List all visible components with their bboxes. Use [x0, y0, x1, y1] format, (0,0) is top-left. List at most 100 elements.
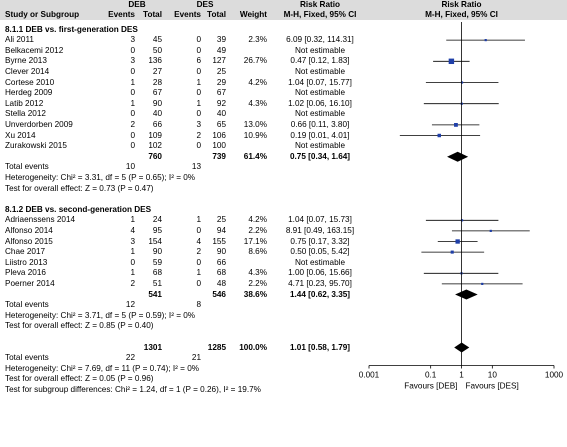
study-total2: 92 — [216, 98, 226, 108]
study-square — [450, 250, 454, 254]
study-name: Chae 2017 — [5, 247, 46, 257]
study-total2: 49 — [216, 45, 226, 55]
study-total1: 760 — [148, 151, 162, 161]
study-events2: 3 — [196, 119, 201, 129]
study-rr: Not estimable — [294, 45, 346, 55]
study-rr: 0.19 [0.01, 4.01] — [290, 130, 350, 140]
study-rr: Not estimable — [294, 257, 346, 267]
study-events2: 4 — [196, 236, 201, 246]
study-total2: 48 — [216, 278, 226, 288]
study-weight: 4.3% — [248, 98, 267, 108]
total-events1: 22 — [125, 353, 135, 363]
total-events1: 10 — [125, 162, 135, 172]
study-events1: 2 — [130, 278, 135, 288]
header-events2: Events — [174, 10, 201, 19]
study-rr: 1.01 [0.58, 1.79] — [289, 342, 351, 352]
study-events1: 2 — [130, 119, 135, 129]
study-square — [437, 133, 441, 138]
study-rr: 6.09 [0.32, 114.31] — [286, 35, 354, 45]
study-events1: 1 — [130, 215, 135, 225]
study-total1: 27 — [152, 66, 162, 76]
study-weight: 26.7% — [243, 56, 267, 66]
favours-right-label: Favours [DES] — [466, 382, 519, 391]
subgroup-title: 8.1.2 DEB vs. second-generation DES — [5, 204, 152, 214]
study-name: Pleva 2016 — [5, 268, 46, 278]
x-tick-label: 0.1 — [425, 371, 437, 380]
study-total1: 28 — [152, 77, 162, 87]
total-events-label: Total events — [5, 162, 49, 172]
study-events1: 4 — [130, 225, 135, 235]
study-events2: 0 — [196, 109, 201, 119]
header-group1: DEB — [128, 0, 146, 9]
study-name: Cortese 2010 — [5, 77, 55, 87]
study-rr: 1.02 [0.06, 16.10] — [288, 98, 352, 108]
study-weight: 4.2% — [248, 215, 267, 225]
study-rr: 1.04 [0.07, 15.77] — [288, 77, 352, 87]
x-tick-label: 10 — [488, 371, 498, 380]
study-square — [481, 282, 484, 285]
subgroup-differences: Test for subgroup differences: Chi² = 1.… — [5, 384, 261, 394]
header-plot-method: M-H, Fixed, 95% CI — [425, 10, 498, 19]
study-total2: 155 — [212, 236, 226, 246]
study-weight: 38.6% — [243, 289, 267, 299]
study-events1: 1 — [130, 268, 135, 278]
study-events1: 0 — [130, 45, 135, 55]
study-total2: 739 — [212, 151, 226, 161]
study-weight: 2.3% — [248, 35, 267, 45]
heterogeneity: Heterogeneity: Chi² = 7.69, df = 11 (P =… — [5, 363, 200, 373]
study-events2: 0 — [196, 66, 201, 76]
subgroup-title: 8.1.1 DEB vs. first-generation DES — [5, 24, 138, 34]
study-events2: 0 — [196, 141, 201, 151]
total-events1: 12 — [125, 300, 135, 310]
overall-effect: Test for overall effect: Z = 0.73 (P = 0… — [5, 183, 154, 193]
header-plot-title: Risk Ratio — [441, 0, 482, 9]
study-rr: Not estimable — [294, 88, 346, 98]
study-total1: 24 — [152, 215, 162, 225]
study-rr: 0.75 [0.34, 1.64] — [289, 151, 351, 161]
study-events2: 0 — [196, 35, 201, 45]
heterogeneity: Heterogeneity: Chi² = 3.71, df = 5 (P = … — [5, 310, 196, 320]
study-total1: 154 — [148, 236, 162, 246]
study-rr: 0.47 [0.12, 1.83] — [290, 56, 350, 66]
study-name: Poerner 2014 — [5, 278, 55, 288]
study-square — [460, 219, 464, 222]
study-weight: 2.2% — [248, 225, 267, 235]
study-total2: 25 — [216, 66, 226, 76]
study-events1: 0 — [130, 88, 135, 98]
study-rr: Not estimable — [294, 109, 346, 119]
total-events-label: Total events — [5, 300, 49, 310]
study-events1: 0 — [130, 141, 135, 151]
study-total2: 546 — [212, 289, 226, 299]
study-total1: 67 — [152, 88, 162, 98]
study-events1: 0 — [130, 257, 135, 267]
study-weight: 10.9% — [243, 130, 267, 140]
table-header-band — [0, 0, 567, 20]
study-square — [484, 39, 487, 42]
study-events2: 0 — [196, 225, 201, 235]
study-name: Adriaenssens 2014 — [5, 215, 76, 225]
study-name: Belkacemi 2012 — [5, 45, 64, 55]
favours-left-label: Favours [DEB] — [404, 382, 457, 391]
total-events2: 21 — [191, 353, 201, 363]
study-events2: 1 — [196, 268, 201, 278]
pooled-diamond — [447, 151, 469, 162]
study-events2: 1 — [196, 98, 201, 108]
study-square — [489, 229, 492, 232]
study-total2: 39 — [216, 35, 226, 45]
study-name: Byrne 2013 — [5, 56, 47, 66]
study-events2: 0 — [196, 88, 201, 98]
study-total1: 109 — [148, 130, 162, 140]
study-events2: 2 — [196, 130, 201, 140]
overall-effect: Test for overall effect: Z = 0.85 (P = 0… — [5, 321, 154, 331]
study-events2: 6 — [196, 56, 201, 66]
study-events1: 0 — [130, 130, 135, 140]
study-events1: 0 — [130, 66, 135, 76]
study-rr: 4.71 [0.23, 95.70] — [288, 278, 352, 288]
study-total2: 29 — [216, 77, 226, 87]
study-events1: 3 — [130, 56, 135, 66]
study-rr: 1.00 [0.06, 15.66] — [288, 268, 352, 278]
study-events2: 1 — [196, 215, 201, 225]
study-square — [455, 239, 460, 244]
study-total1: 40 — [152, 109, 162, 119]
